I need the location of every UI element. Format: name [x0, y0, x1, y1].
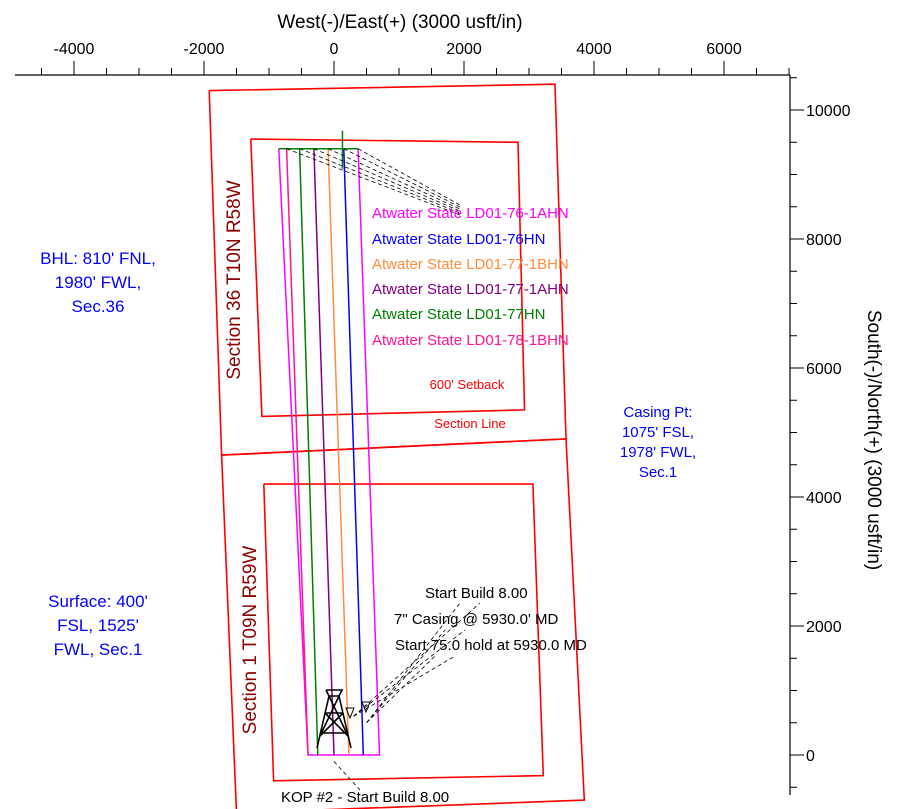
leader-line: [366, 629, 446, 724]
y-axis-label: South(-)/North(+) (3000 usft/in): [863, 310, 884, 570]
well-label: Atwater State LD01-76-1AHN: [372, 205, 569, 222]
section-boundary: [263, 483, 545, 782]
casing-label: 7" Casing @ 5930.0' MD: [394, 611, 558, 628]
x-tick-label: 6000: [706, 41, 742, 58]
y-tick-label: 2000: [806, 619, 842, 636]
section-line-label: Section Line: [434, 416, 506, 431]
bhl-text: 1980' FWL,: [55, 273, 141, 292]
y-tick-label: 8000: [806, 232, 842, 249]
section-boundary: [220, 438, 586, 809]
leader-line: [299, 148, 461, 214]
x-tick-label: -2000: [184, 41, 225, 58]
well-label: Atwater State LD01-77-1BHN: [372, 256, 569, 273]
section1-label: Section 1 T09N R59W: [240, 546, 261, 735]
casing-pt-text: Sec.1: [639, 464, 677, 481]
y-tick-label: 0: [806, 748, 815, 765]
section36-label: Section 36 T10N R58W: [224, 180, 245, 379]
well-path: [343, 148, 365, 756]
casing-pt-text: Casing Pt:: [623, 404, 692, 421]
x-tick-label: -4000: [54, 41, 95, 58]
well-label: Atwater State LD01-76HN: [372, 231, 545, 248]
derrick-shape: [316, 689, 352, 749]
leader-line: [366, 655, 436, 724]
x-tick-label: 4000: [576, 41, 612, 58]
leader-line: [357, 148, 461, 206]
surface-text: Surface: 400': [48, 592, 148, 611]
y-tick-label: 6000: [806, 361, 842, 378]
section-boundary: [250, 138, 526, 418]
drilling-rig-icon: [316, 689, 352, 749]
start-build-label: Start Build 8.00: [425, 585, 528, 602]
surface-text: FWL, Sec.1: [54, 640, 143, 659]
kop-label: KOP #2 - Start Build 8.00: [281, 789, 449, 806]
surface-text: FSL, 1525': [57, 616, 139, 635]
marker-triangle: [361, 701, 371, 714]
x-tick-label: 0: [330, 41, 339, 58]
leader-line: [343, 148, 461, 208]
casing-point-callout: Casing Pt: 1075' FSL, 1978' FWL, Sec.1: [620, 404, 696, 481]
x-tick-label: 2000: [446, 41, 482, 58]
bhl-text: BHL: 810' FNL,: [40, 249, 156, 268]
well-path: [285, 148, 309, 756]
x-axis-label: West(-)/East(+) (3000 usft/in): [277, 12, 522, 33]
well-label: Atwater State LD01-77HN: [372, 306, 545, 323]
setback-label: 600' Setback: [430, 377, 505, 392]
casing-pt-text: 1075' FSL,: [622, 424, 694, 441]
leader-line: [333, 761, 361, 791]
well-label: Atwater State LD01-78-1BHN: [372, 332, 569, 349]
bhl-text: Sec.36: [72, 297, 125, 316]
leader-line: [353, 602, 481, 717]
casing-pt-text: 1978' FWL,: [620, 444, 696, 461]
leader-line: [366, 602, 461, 723]
well-path: [298, 148, 319, 756]
well-path: [278, 148, 381, 756]
leader-line: [327, 148, 461, 210]
start-hold-label: Start 75.0 hold at 5930.0 MD: [395, 637, 587, 654]
well-path: [327, 148, 350, 756]
leader-line: [313, 148, 461, 212]
leader-line: [286, 148, 461, 216]
leader-line: [353, 629, 466, 717]
marker-triangle: [345, 707, 355, 720]
bhl-callout: BHL: 810' FNL, 1980' FWL, Sec.36: [40, 249, 156, 316]
well-path: [313, 148, 335, 756]
surface-callout: Surface: 400' FSL, 1525' FWL, Sec.1: [48, 592, 148, 659]
y-tick-label: 4000: [806, 490, 842, 507]
y-tick-label: 10000: [806, 103, 851, 120]
well-label: Atwater State LD01-77-1AHN: [372, 281, 569, 298]
